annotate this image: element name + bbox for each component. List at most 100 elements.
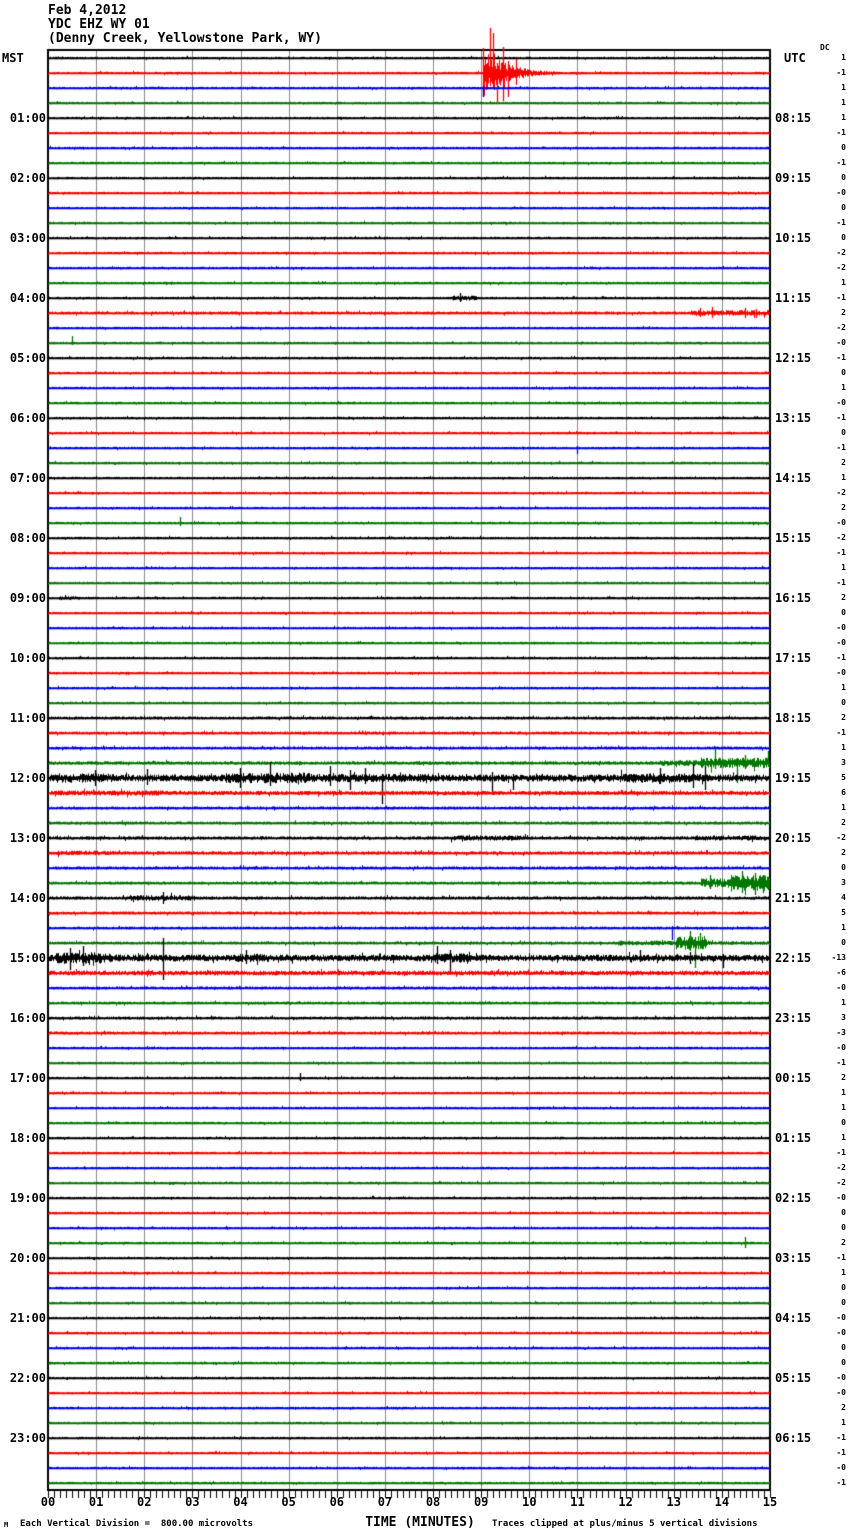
dc-offset-value: -0 bbox=[836, 1043, 846, 1052]
dc-offset-value: -1 bbox=[836, 353, 846, 362]
dc-offset-value: -0 bbox=[836, 983, 846, 992]
dc-offset-value: 2 bbox=[841, 1238, 846, 1247]
x-tick-label: 02 bbox=[137, 1495, 152, 1509]
hour-label-right: 06:15 bbox=[775, 1431, 812, 1445]
dc-offset-value: -2 bbox=[836, 488, 846, 497]
hour-label-left: 04:00 bbox=[9, 291, 46, 305]
dc-offset-value: 0 bbox=[841, 1358, 846, 1367]
hour-label-right: 23:15 bbox=[775, 1011, 812, 1025]
dc-offset-value: 0 bbox=[841, 428, 846, 437]
dc-offset-value: -0 bbox=[836, 1313, 846, 1322]
dc-offset-column-label: DC bbox=[820, 43, 830, 52]
dc-offset-value: -2 bbox=[836, 263, 846, 272]
footer-clip-note: Traces clipped at plus/minus 5 vertical … bbox=[492, 1519, 758, 1529]
x-tick-label: 15 bbox=[762, 1495, 778, 1509]
header-station-code: YDC EHZ WY 01 bbox=[48, 17, 150, 32]
hour-label-left: 23:00 bbox=[9, 1431, 46, 1445]
dc-offset-value: 0 bbox=[841, 1208, 846, 1217]
dc-offset-value: -0 bbox=[836, 1328, 846, 1337]
dc-offset-value: 2 bbox=[841, 848, 846, 857]
x-tick-label: 03 bbox=[185, 1495, 200, 1509]
dc-offset-value: -1 bbox=[836, 158, 846, 167]
hour-label-left: 01:00 bbox=[9, 111, 46, 125]
dc-offset-value: -0 bbox=[836, 623, 846, 632]
hour-label-right: 12:15 bbox=[775, 351, 812, 365]
hour-label-left: 11:00 bbox=[9, 711, 46, 725]
hour-label-left: 17:00 bbox=[9, 1071, 46, 1085]
x-tick-label: 14 bbox=[714, 1495, 730, 1509]
dc-offset-value: 6 bbox=[841, 788, 846, 797]
dc-offset-value: -1 bbox=[836, 1433, 846, 1442]
hour-label-left: 06:00 bbox=[9, 411, 46, 425]
dc-offset-value: 2 bbox=[841, 458, 846, 467]
hour-label-right: 18:15 bbox=[775, 711, 812, 725]
dc-offset-value: 1 bbox=[841, 98, 846, 107]
dc-offset-value: 0 bbox=[841, 698, 846, 707]
dc-offset-value: 1 bbox=[841, 53, 846, 62]
dc-offset-value: 1 bbox=[841, 1133, 846, 1142]
dc-offset-value: -0 bbox=[836, 338, 846, 347]
watermark-glyph: M bbox=[4, 1521, 9, 1529]
dc-offset-value: -1 bbox=[836, 578, 846, 587]
dc-offset-value: 0 bbox=[841, 863, 846, 872]
hour-label-left: 02:00 bbox=[9, 171, 46, 185]
dc-offset-value: 0 bbox=[841, 143, 846, 152]
dc-offset-value: 5 bbox=[841, 908, 846, 917]
dc-offset-value: -1 bbox=[836, 128, 846, 137]
dc-offset-value: -0 bbox=[836, 1388, 846, 1397]
hour-label-left: 12:00 bbox=[9, 771, 46, 785]
hour-label-right: 09:15 bbox=[775, 171, 812, 185]
hour-label-left: 07:00 bbox=[9, 471, 46, 485]
x-tick-label: 12 bbox=[618, 1495, 633, 1509]
dc-offset-value: 1 bbox=[841, 1103, 846, 1112]
dc-offset-value: 4 bbox=[841, 893, 846, 902]
hour-label-left: 21:00 bbox=[9, 1311, 46, 1325]
hour-label-left: 09:00 bbox=[9, 591, 46, 605]
dc-offset-value: -0 bbox=[836, 638, 846, 647]
dc-offset-value: 1 bbox=[841, 998, 846, 1007]
hour-label-left: 18:00 bbox=[9, 1131, 46, 1145]
dc-offset-value: -1 bbox=[836, 68, 846, 77]
dc-offset-value: 3 bbox=[841, 878, 846, 887]
dc-offset-value: 2 bbox=[841, 713, 846, 722]
dc-offset-value: 3 bbox=[841, 1013, 846, 1022]
dc-offset-value: -1 bbox=[836, 1448, 846, 1457]
dc-offset-value: -1 bbox=[836, 1253, 846, 1262]
hour-label-left: 13:00 bbox=[9, 831, 46, 845]
dc-offset-value: 1 bbox=[841, 923, 846, 932]
hour-label-right: 11:15 bbox=[775, 291, 812, 305]
dc-offset-value: 0 bbox=[841, 173, 846, 182]
dc-offset-value: -1 bbox=[836, 548, 846, 557]
dc-offset-value: 1 bbox=[841, 563, 846, 572]
dc-offset-value: 1 bbox=[841, 83, 846, 92]
dc-offset-value: 0 bbox=[841, 368, 846, 377]
dc-offset-value: 3 bbox=[841, 758, 846, 767]
x-tick-label: 09 bbox=[473, 1495, 489, 1509]
dc-offset-value: -1 bbox=[836, 1478, 846, 1487]
hour-label-left: 10:00 bbox=[9, 651, 46, 665]
x-tick-label: 04 bbox=[233, 1495, 248, 1509]
dc-offset-value: 1 bbox=[841, 1088, 846, 1097]
dc-offset-value: -1 bbox=[836, 728, 846, 737]
x-tick-label: 00 bbox=[40, 1495, 56, 1509]
dc-offset-value: 0 bbox=[841, 1223, 846, 1232]
hour-label-right: 05:15 bbox=[775, 1371, 812, 1385]
hour-label-right: 14:15 bbox=[775, 471, 812, 485]
dc-offset-value: 1 bbox=[841, 113, 846, 122]
x-tick-label: 07 bbox=[377, 1495, 393, 1509]
hour-label-left: 15:00 bbox=[9, 951, 46, 965]
hour-label-right: 19:15 bbox=[775, 771, 812, 785]
hour-label-right: 10:15 bbox=[775, 231, 812, 245]
dc-offset-value: -0 bbox=[836, 1463, 846, 1472]
dc-offset-value: 1 bbox=[841, 743, 846, 752]
hour-label-left: 03:00 bbox=[9, 231, 46, 245]
dc-offset-value: -2 bbox=[836, 533, 846, 542]
dc-offset-value: -0 bbox=[836, 188, 846, 197]
dc-offset-value: -3 bbox=[836, 1028, 846, 1037]
dc-offset-value: 5 bbox=[841, 773, 846, 782]
hour-label-right: 16:15 bbox=[775, 591, 812, 605]
dc-offset-value: 0 bbox=[841, 1298, 846, 1307]
hour-label-right: 20:15 bbox=[775, 831, 812, 845]
x-tick-label: 08 bbox=[425, 1495, 441, 1509]
